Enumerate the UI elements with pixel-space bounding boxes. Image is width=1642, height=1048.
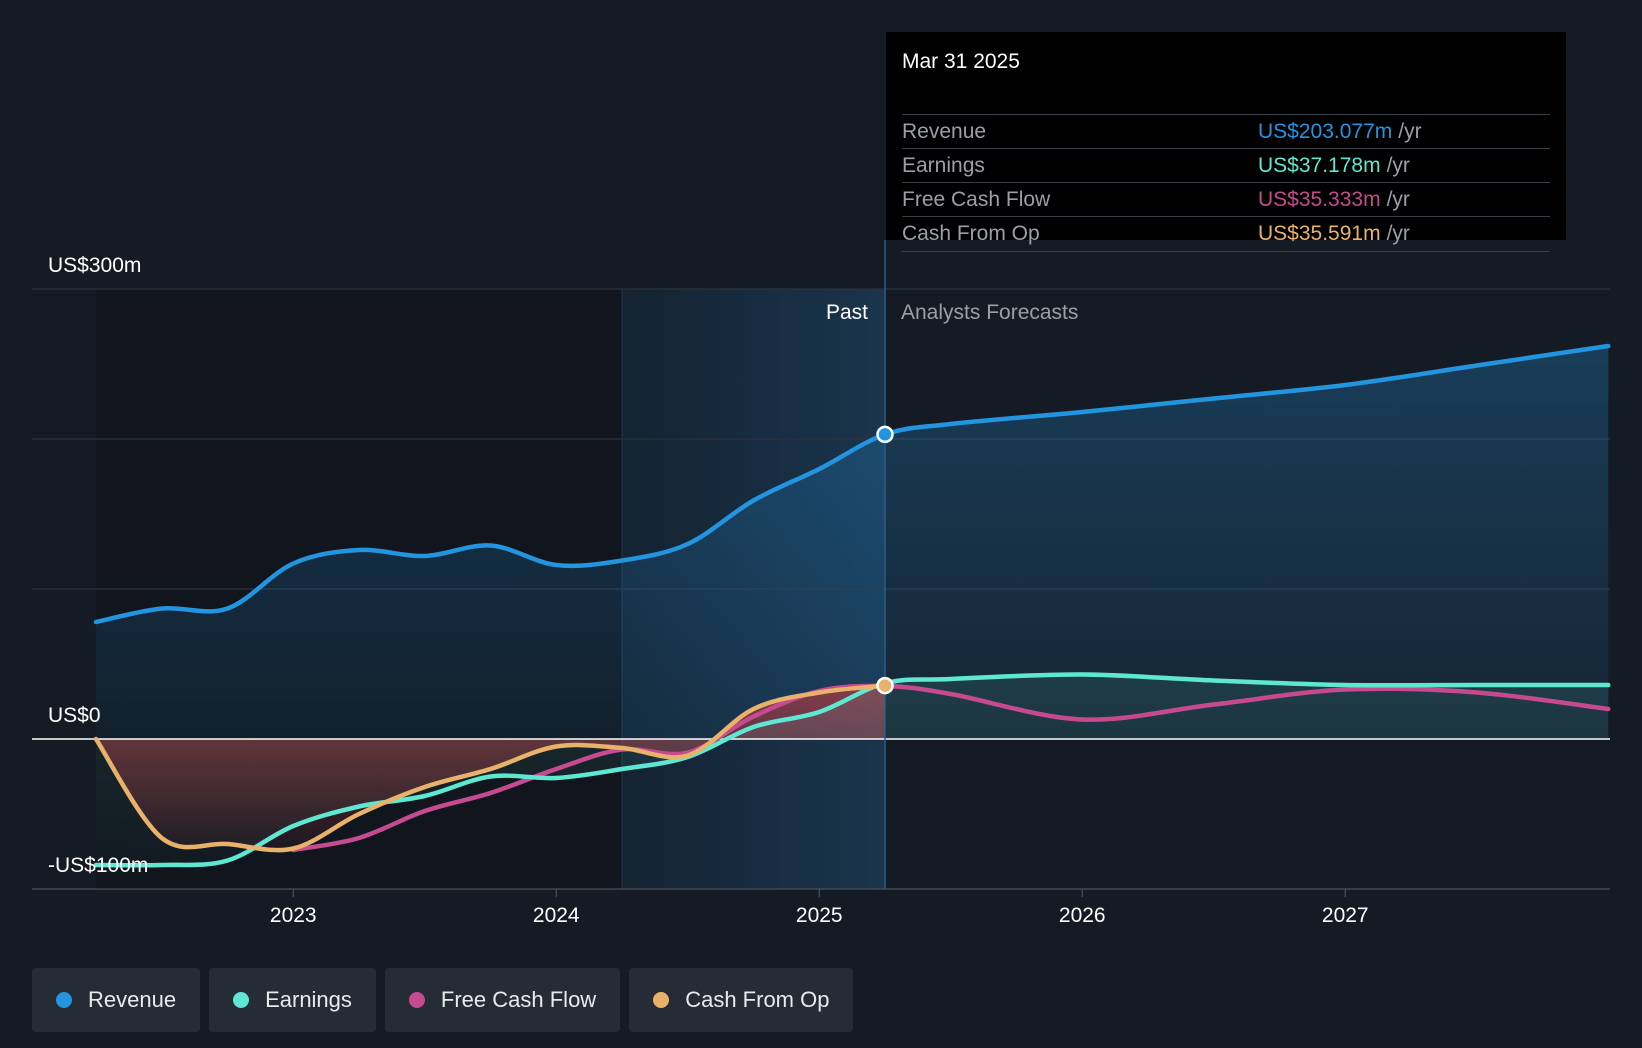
tooltip-value-text: US$35.591m: [1258, 222, 1381, 245]
tooltip-label: Free Cash Flow: [902, 188, 1051, 211]
tooltip-unit: /yr: [1386, 188, 1410, 211]
revenue-dot-icon: [56, 992, 72, 1008]
legend: Revenue Earnings Free Cash Flow Cash Fro…: [32, 968, 854, 1032]
forecast-label: Analysts Forecasts: [901, 301, 1078, 324]
earnings-line: [93, 672, 1611, 868]
legend-label: Free Cash Flow: [440, 987, 597, 1012]
x-tick-label: 2027: [1322, 904, 1369, 927]
tooltip-label: Cash From Op: [902, 222, 1040, 245]
x-tick-label: 2026: [1059, 904, 1106, 927]
free-cash-flow-dot-icon: [408, 992, 425, 1008]
legend-label: Earnings: [265, 987, 352, 1012]
revenue-line: [93, 343, 1611, 625]
cash-from-op-line: [93, 683, 888, 853]
legend-item-free-cash-flow[interactable]: Free Cash Flow: [384, 968, 621, 1032]
past-label: Past: [826, 301, 868, 324]
y-tick-label: -US$100m: [48, 854, 148, 877]
revenue-marker: [876, 425, 894, 444]
earnings-area: [96, 674, 1609, 866]
tooltip-row-cash-from-op: Cash From Op US$35.591m/yr: [902, 216, 1550, 252]
legend-item-earnings[interactable]: Earnings: [209, 968, 376, 1032]
tooltip-row-revenue: Revenue US$203.077m/yr: [902, 114, 1550, 149]
cash-from-op-dot-icon: [653, 992, 670, 1008]
tooltip-value: US$37.178m/yr: [1258, 154, 1410, 178]
legend-label: Revenue: [88, 987, 177, 1012]
cash-from-op-marker: [876, 676, 894, 695]
y-tick-label: US$0: [48, 704, 101, 727]
legend-item-revenue[interactable]: Revenue: [32, 968, 201, 1032]
tooltip-value-text: US$37.178m: [1258, 154, 1381, 177]
tooltip-date: Mar 31 2025: [902, 50, 1020, 73]
tooltip-unit: /yr: [1398, 120, 1422, 143]
tooltip-value-text: US$203.077m: [1258, 120, 1393, 143]
tooltip-value: US$35.333m/yr: [1258, 188, 1410, 212]
revenue-area: [96, 346, 1609, 739]
x-tick-label: 2025: [796, 904, 843, 927]
tooltip-label: Earnings: [902, 154, 985, 177]
tooltip: Mar 31 2025 Revenue US$203.077m/yr Earni…: [886, 32, 1566, 252]
y-tick-label: US$300m: [48, 254, 141, 277]
x-tick-label: 2024: [533, 904, 580, 927]
tooltip-unit: /yr: [1386, 154, 1410, 177]
tooltip-row-free-cash-flow: Free Cash Flow US$35.333m/yr: [902, 182, 1550, 217]
tooltip-value: US$35.591m/yr: [1258, 222, 1410, 246]
earnings-dot-icon: [233, 992, 250, 1008]
tooltip-label: Revenue: [902, 120, 987, 143]
tooltip-value-text: US$35.333m: [1258, 188, 1381, 211]
legend-label: Cash From Op: [685, 987, 830, 1012]
tooltip-row-earnings: Earnings US$37.178m/yr: [902, 148, 1550, 183]
tooltip-value: US$203.077m/yr: [1258, 120, 1422, 144]
tooltip-unit: /yr: [1386, 222, 1410, 245]
legend-item-cash-from-op[interactable]: Cash From Op: [629, 968, 854, 1032]
x-tick-label: 2023: [270, 904, 317, 927]
